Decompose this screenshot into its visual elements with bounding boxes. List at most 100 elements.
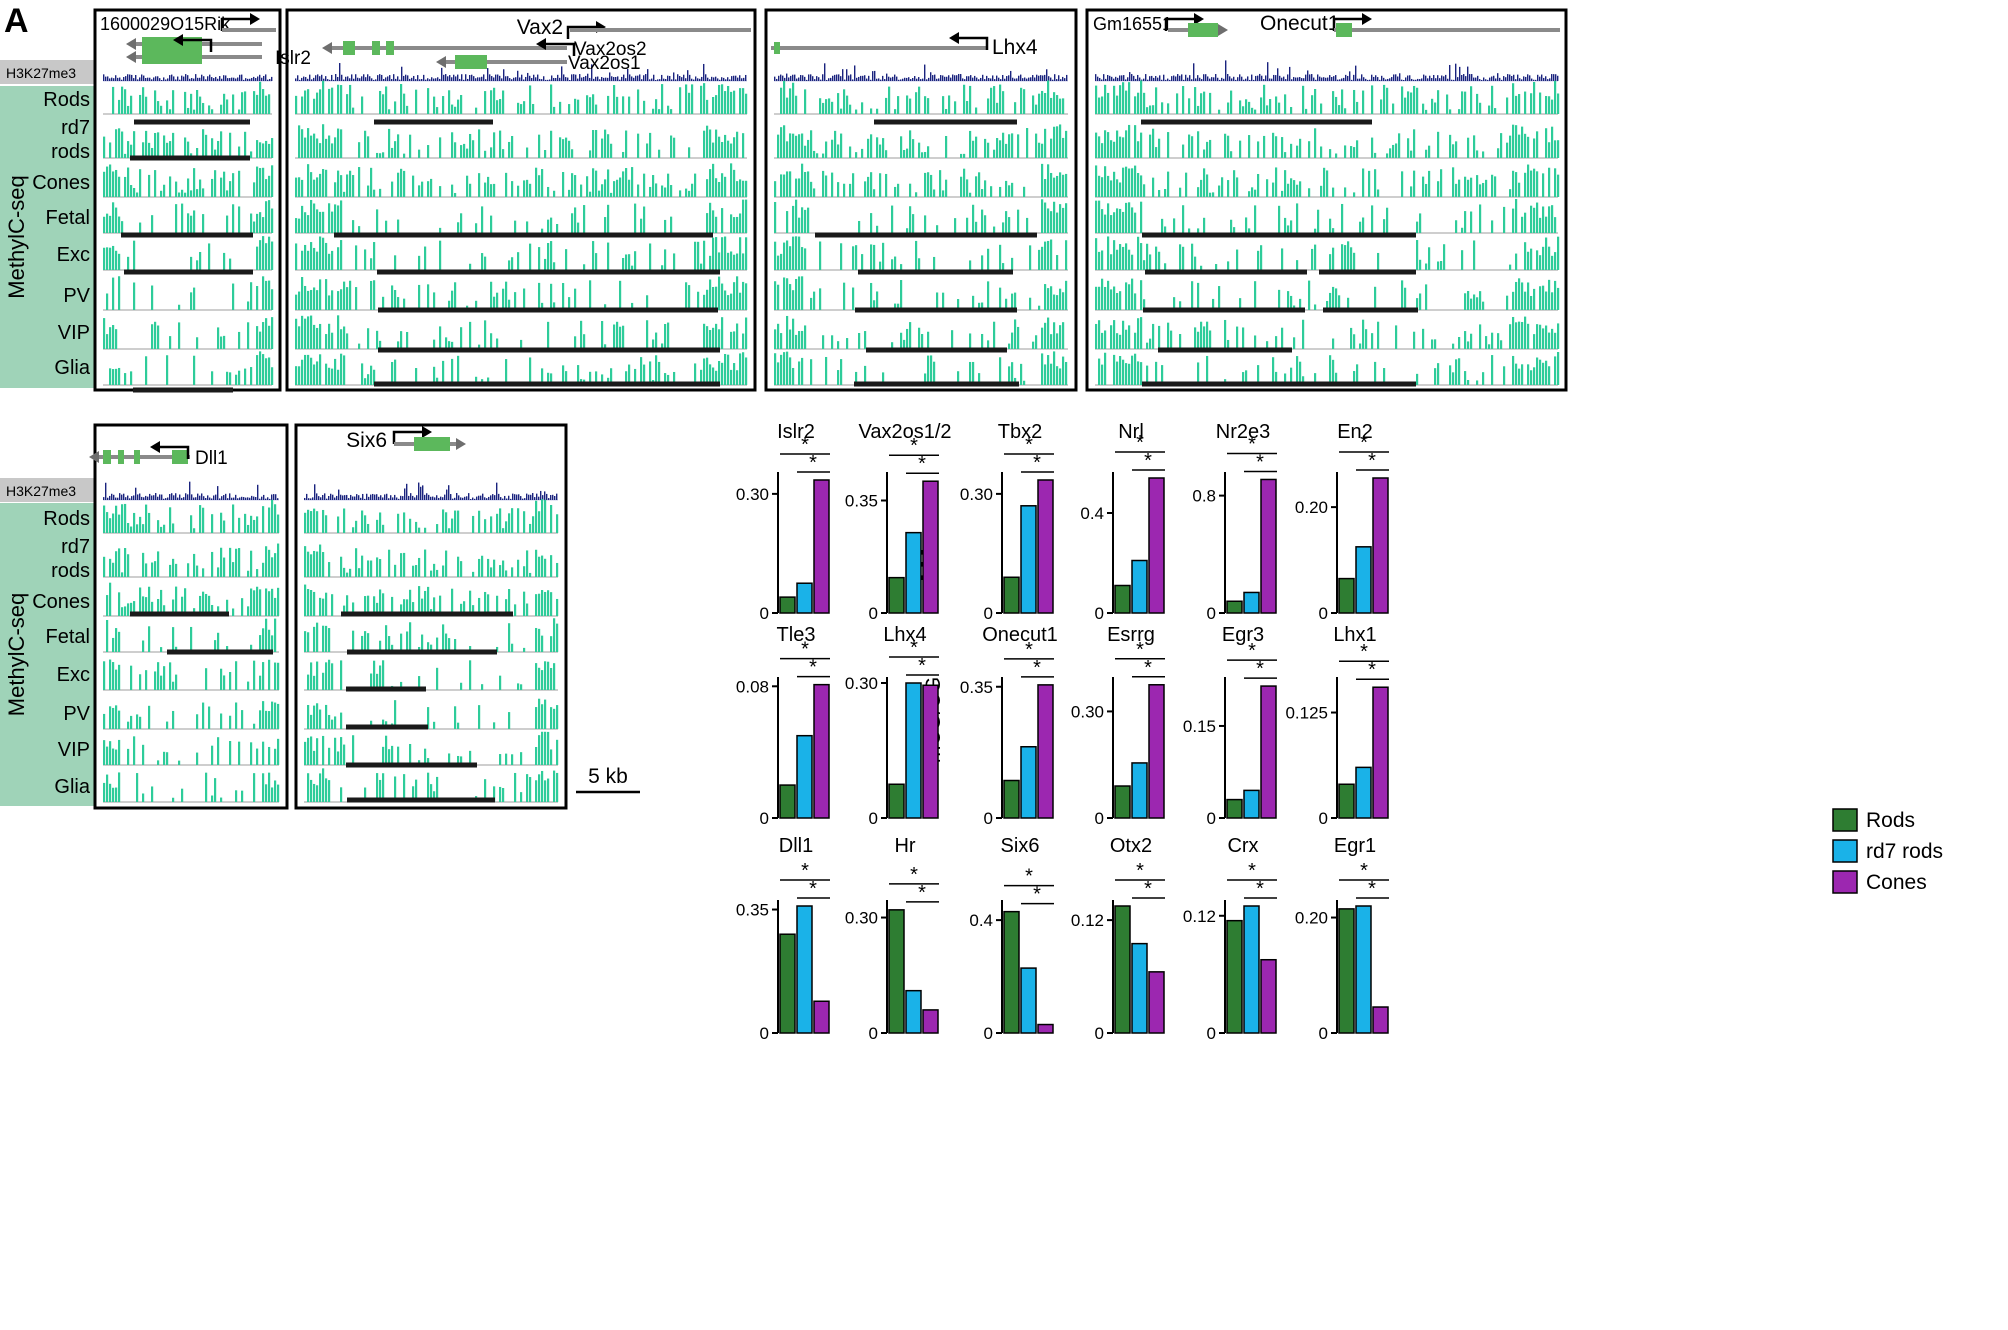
h3k27-bar (1547, 79, 1549, 81)
h3k27-bar (185, 74, 187, 81)
h3k27-bar (391, 79, 393, 81)
methylation-bar (265, 618, 268, 652)
methylation-bar (1140, 80, 1143, 114)
methylation-bar (112, 86, 115, 114)
methylation-bar (745, 357, 748, 385)
h3k27-bar (1117, 77, 1119, 81)
methylation-bar (1521, 321, 1524, 349)
methylation-bar (352, 107, 355, 114)
h3k27-bar (599, 79, 601, 81)
methylation-bar (715, 129, 718, 158)
h3k27-bar (263, 494, 265, 500)
methylation-bar (736, 181, 739, 197)
methylation-bar (1113, 320, 1116, 349)
methylation-bar (1050, 286, 1053, 310)
gene-exon (414, 437, 450, 451)
methylation-bar (382, 773, 385, 802)
methylation-bar (217, 327, 220, 349)
h3k27-bar (451, 77, 453, 81)
methylation-bar (1035, 133, 1038, 158)
h3k27-bar (1481, 79, 1483, 81)
methylation-bar (1548, 206, 1551, 233)
methylc-label-bg (0, 86, 94, 388)
methylation-bar (250, 282, 253, 310)
h3k27-bar (846, 69, 848, 81)
methylation-bar (1515, 172, 1518, 197)
h3k27-bar (816, 76, 818, 81)
h3k27-bar (663, 78, 665, 81)
methylation-bar (304, 137, 307, 158)
methylation-bar (217, 606, 220, 616)
methylation-bar (1473, 240, 1476, 270)
h3k27-bar (265, 498, 267, 500)
methylation-bar (475, 376, 478, 385)
methylation-bar (1140, 201, 1143, 233)
methylation-bar (103, 556, 106, 577)
h3k27-bar (1097, 76, 1099, 81)
methylation-bar (106, 293, 109, 310)
h3k27-bar (942, 75, 944, 81)
methylation-bar (1098, 136, 1101, 158)
methylation-bar (966, 101, 969, 114)
methylation-bar (987, 142, 990, 158)
methylation-bar (960, 176, 963, 197)
gene-label: Six6 (346, 429, 387, 452)
methylation-bar (870, 172, 873, 197)
methylation-bar (520, 684, 523, 690)
y-tick-label: 0.12 (1071, 911, 1104, 930)
methylation-bar (879, 261, 882, 270)
methylation-bar (517, 185, 520, 197)
methylation-bar (256, 286, 259, 310)
methylation-bar (607, 95, 610, 114)
h3k27-bar (179, 79, 181, 81)
methylation-bar (607, 242, 610, 270)
methylation-bar (1206, 174, 1209, 197)
methylation-bar (175, 181, 178, 197)
h3k27-bar (1010, 70, 1012, 81)
methylation-bar (1479, 324, 1482, 349)
h3k27-bar (826, 79, 828, 81)
methylation-bar (876, 137, 879, 158)
methylation-bar (966, 217, 969, 233)
locus-border (93, 423, 289, 810)
methylation-bar (172, 797, 175, 802)
methylation-bar (304, 354, 307, 385)
methylation-bar (316, 361, 319, 385)
methylation-bar (1542, 173, 1545, 197)
h3k27-bar (171, 493, 173, 500)
methylation-bar (259, 81, 262, 114)
methylation-bar (745, 317, 748, 349)
methylation-bar (373, 369, 376, 385)
methylation-bar (121, 572, 124, 577)
methylation-bar (1524, 291, 1527, 310)
methylation-bar (1284, 152, 1287, 158)
methylation-bar (1383, 219, 1386, 233)
h3k27-bar (488, 496, 490, 500)
methylation-bar (247, 301, 250, 310)
methylation-bar (313, 203, 316, 233)
methylation-bar (229, 258, 232, 270)
methylation-bar (1539, 359, 1542, 385)
dmr-bar (1319, 269, 1416, 275)
methylation-bar (553, 262, 556, 270)
methylation-bar (526, 550, 529, 577)
methylation-bar (220, 336, 223, 349)
methylation-bar (1104, 130, 1107, 158)
gene-end-arrow (89, 451, 99, 463)
methylation-bar (1104, 352, 1107, 385)
y-tick-label: 0 (984, 1024, 993, 1043)
h3k27-bar (551, 75, 553, 81)
methylation-bar (1113, 286, 1116, 310)
methylation-bar (193, 355, 196, 385)
panel-b: B mCG/CG Islr20.300**Vax2os1/20.350**Tbx… (736, 421, 1943, 1043)
methylation-bar (1470, 86, 1473, 114)
methylation-bar (936, 292, 939, 310)
methylation-bar (178, 304, 181, 310)
methylation-bar (1248, 101, 1251, 114)
methylation-bar (712, 327, 715, 349)
gene-exon (455, 55, 487, 69)
h3k27-bar (353, 78, 355, 81)
h3k27-bar (444, 494, 446, 500)
methylation-bar (1515, 95, 1518, 114)
methylation-bar (274, 780, 277, 802)
